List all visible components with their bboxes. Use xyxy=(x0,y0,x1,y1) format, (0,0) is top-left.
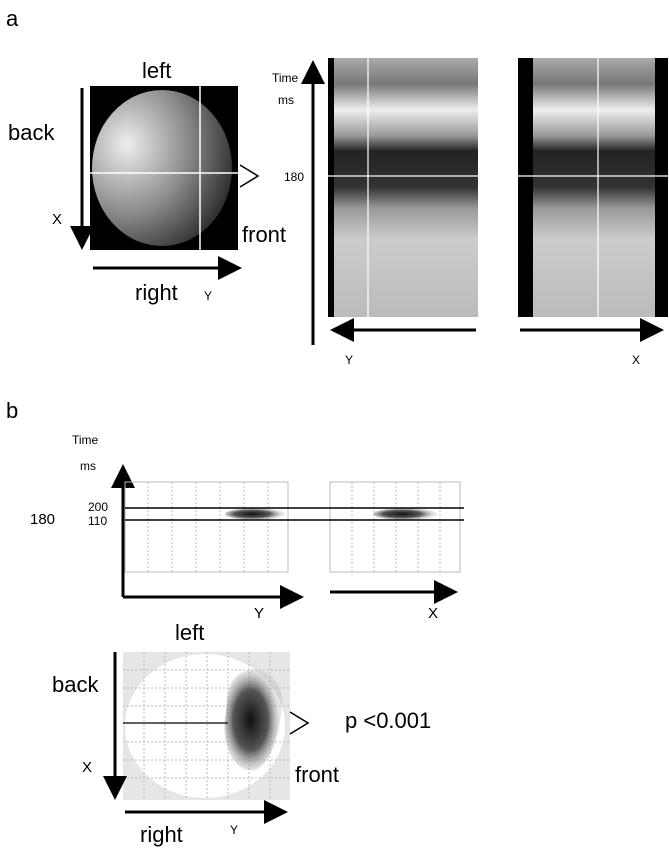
time-tick: 180 xyxy=(30,511,55,528)
head-bottom: right xyxy=(140,822,183,847)
effect xyxy=(224,669,283,771)
nose xyxy=(239,164,260,188)
head-front: front xyxy=(242,222,286,247)
edge xyxy=(328,58,334,317)
head-surface xyxy=(92,90,232,246)
edge xyxy=(518,58,533,317)
effect xyxy=(225,508,285,520)
time-title: Time xyxy=(272,71,299,85)
x-label: X xyxy=(82,759,92,776)
effect xyxy=(373,508,437,520)
time-map-x xyxy=(518,58,668,317)
time-unit: ms xyxy=(278,93,294,107)
panel-label: b xyxy=(6,398,18,423)
y-label: Y xyxy=(204,289,212,303)
head-bottom: right xyxy=(135,280,178,305)
y-label: Y xyxy=(345,353,353,367)
x-label: X xyxy=(632,353,640,367)
head-side: back xyxy=(52,672,99,697)
x-label: X xyxy=(52,211,62,228)
y-label: Y xyxy=(254,605,264,622)
panel-label: a xyxy=(6,6,19,31)
nose xyxy=(289,711,310,735)
x-label: X xyxy=(428,605,438,622)
head-front: front xyxy=(295,762,339,787)
edge xyxy=(655,58,668,317)
time-map-y xyxy=(328,58,478,317)
time-unit: ms xyxy=(80,459,96,473)
head-top: left xyxy=(142,58,171,83)
significance: p <0.001 xyxy=(345,708,431,733)
time-tick: 180 xyxy=(284,170,304,184)
grid xyxy=(124,481,461,573)
time-title: Time xyxy=(72,433,99,447)
head-top: left xyxy=(175,620,204,645)
window-upper: 200 xyxy=(88,500,108,514)
head-side: back xyxy=(8,120,55,145)
window-lower: 110 xyxy=(88,514,107,528)
y-label: Y xyxy=(230,823,238,837)
